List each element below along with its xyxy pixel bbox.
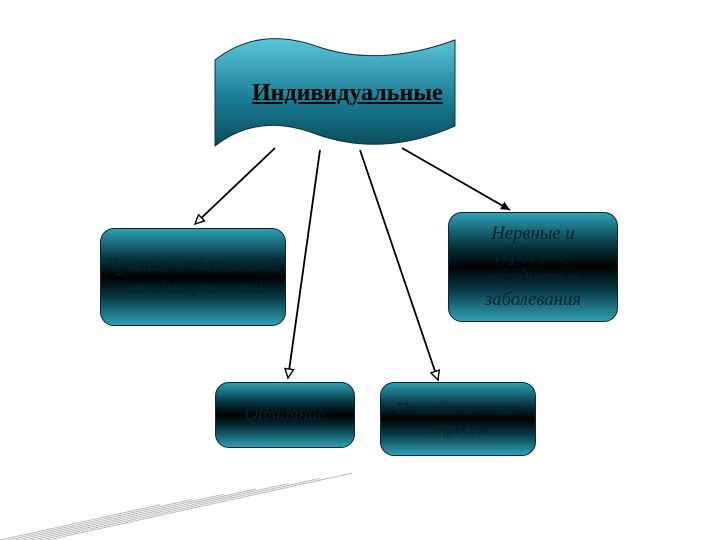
node-stress: Психологические стрессы [380, 382, 536, 456]
node-despair: Отчаяние [215, 382, 355, 448]
node-despair-label: Отчаяние [245, 404, 326, 426]
node-diseases: Нервные и сердечно-сосудистые заболевани… [448, 212, 618, 322]
node-inferiority-label: Чувство собственной неполноценности [105, 255, 281, 299]
node-inferiority: Чувство собственной неполноценности [100, 228, 286, 326]
banner-title: Индивидуальные [252, 80, 443, 107]
diagram-stage: { "canvas": { "w": 720, "h": 540, "bg": … [0, 0, 720, 540]
node-diseases-label: Нервные и сердечно-сосудистые заболевани… [453, 223, 613, 311]
node-stress-label: Психологические стрессы [385, 399, 531, 439]
